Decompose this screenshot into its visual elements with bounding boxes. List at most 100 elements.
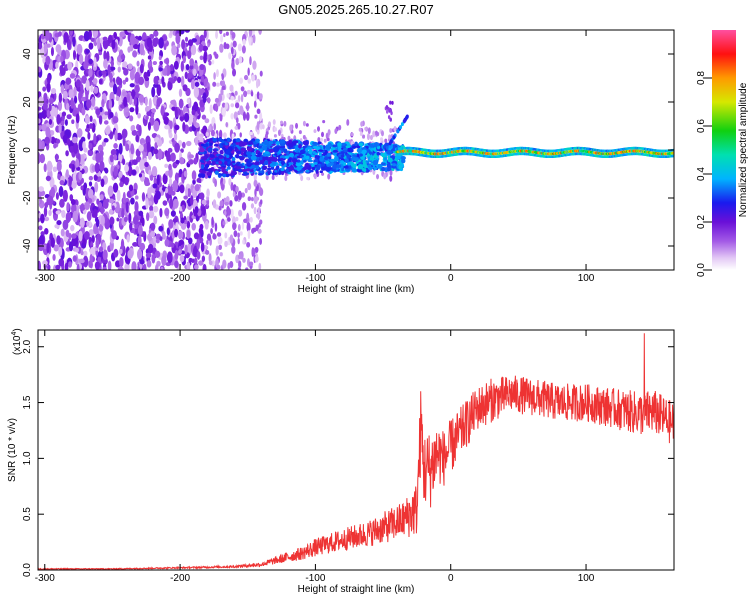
spectrogram-cell: [289, 152, 294, 158]
snr-y-tick-label: 0.5: [22, 507, 33, 521]
spectrogram-cell: [241, 45, 246, 54]
spectrogram-cell: [267, 171, 271, 176]
spectrogram-cell: [225, 43, 230, 50]
spectrogram-cell: [224, 232, 228, 239]
spectrogram-cell: [149, 205, 154, 212]
spectrogram-cell: [76, 263, 80, 270]
spectrogram-cell: [164, 238, 170, 247]
spectrogram-cell: [221, 85, 226, 90]
spectrogram-cell: [152, 205, 159, 213]
spectrogram-cell: [222, 259, 227, 269]
spectrogram-cell: [352, 154, 358, 157]
spectrogram-cell: [200, 242, 205, 252]
spectrogram-cell: [45, 43, 52, 48]
spectrogram-cell: [259, 238, 263, 245]
spectrogram-cell: [264, 151, 270, 155]
spectrogram-cell: [78, 230, 83, 242]
spectrogram-cell: [359, 153, 363, 157]
spectrogram-cell: [164, 124, 170, 130]
spectrogram-cell: [160, 266, 164, 270]
spectrogram-cell: [239, 132, 242, 138]
spectrogram-cell: [196, 177, 202, 183]
spectrogram-cell: [160, 105, 165, 117]
spectrogram-cell: [385, 109, 389, 114]
spectrogram-cell: [214, 178, 218, 188]
spectrogram-cell: [224, 142, 229, 146]
spectrogram-marks: [38, 30, 674, 270]
spectrogram-cell: [178, 239, 185, 246]
spectrogram-cell: [135, 86, 139, 98]
spectrogram-cell: [191, 109, 196, 116]
spectrogram-y-tick-label: -40: [22, 238, 33, 253]
spectrogram-cell: [111, 39, 116, 50]
spectrogram-cell: [88, 142, 93, 150]
spectrogram-cell: [274, 153, 278, 156]
spectrogram-cell: [225, 31, 229, 36]
spectrogram-cell: [206, 172, 212, 176]
colorbar-ticks: 0.0 0.2 0.4 0.6 0.8: [696, 71, 712, 277]
spectrogram-cell: [400, 155, 406, 161]
spectrogram-cell: [300, 175, 304, 182]
spectrogram-cell: [326, 137, 330, 142]
spectrogram-cell: [215, 246, 219, 256]
spectrogram-cell: [106, 50, 110, 62]
spectrogram-cell: [78, 53, 84, 65]
spectrogram-cell: [245, 151, 252, 156]
spectrogram-cell: [180, 217, 185, 224]
spectrogram-cell: [381, 162, 386, 166]
spectrogram-cell: [172, 198, 179, 209]
snr-y-tick-label: 0.0: [22, 563, 33, 577]
spectrogram-cell: [148, 169, 152, 176]
spectrogram-cell: [104, 168, 109, 174]
spectrogram-cell: [144, 181, 151, 187]
spectrogram-cell: [206, 233, 212, 241]
spectrogram-cell: [208, 168, 212, 173]
spectrogram-cell: [161, 230, 166, 240]
spectrogram-cell: [125, 143, 130, 152]
spectrogram-cell: [237, 122, 241, 130]
spectrogram-cell: [156, 97, 161, 108]
spectrogram-x-tick-label: -200: [170, 273, 190, 284]
spectrogram-cell: [280, 160, 286, 165]
spectrogram-cell: [237, 43, 242, 52]
spectrogram-cell: [305, 169, 310, 173]
spectrogram-cell: [70, 224, 75, 232]
spectrogram-cell: [308, 169, 314, 173]
spectrogram-cell: [95, 218, 100, 228]
spectrogram-cell: [48, 209, 52, 216]
spectrogram-cell: [104, 126, 111, 135]
spectrogram-cell: [68, 163, 73, 169]
spectrogram-cell: [151, 86, 156, 98]
spectrogram-cell: [158, 67, 163, 72]
spectrogram-cell: [237, 190, 243, 201]
spectrogram-cell: [253, 179, 258, 187]
spectrogram-cell: [253, 144, 258, 148]
spectrogram-cell: [389, 108, 393, 113]
spectrogram-cell: [378, 164, 383, 168]
spectrogram-cell: [281, 165, 286, 169]
snr-x-label: Height of straight line (km): [298, 584, 415, 595]
spectrogram-cell: [153, 215, 158, 225]
spectrogram-cell: [152, 37, 158, 48]
spectrogram-cell: [83, 30, 90, 42]
spectrogram-cell: [86, 221, 90, 227]
spectrogram-cell: [83, 182, 88, 191]
spectrogram-cell: [198, 169, 203, 173]
spectrogram-cell: [320, 137, 324, 142]
spectrogram-cell: [242, 239, 245, 245]
spectrogram-cell: [257, 152, 262, 158]
spectrogram-cell: [58, 246, 63, 257]
spectrogram-cell: [231, 133, 235, 140]
spectrogram-cell: [328, 162, 335, 166]
spectrogram-cell: [232, 40, 237, 48]
spectrogram-cell: [68, 261, 73, 268]
spectrogram-cell: [212, 199, 217, 209]
spectrogram-cell: [193, 232, 200, 240]
spectrogram-cell: [150, 230, 156, 238]
spectrogram-cell: [174, 142, 180, 153]
spectrogram-cell: [177, 230, 184, 240]
spectrogram-cell: [217, 191, 222, 199]
spectrogram-cell: [222, 80, 226, 88]
spectrogram-cell: [232, 222, 237, 231]
spectrogram-cell: [246, 112, 250, 121]
